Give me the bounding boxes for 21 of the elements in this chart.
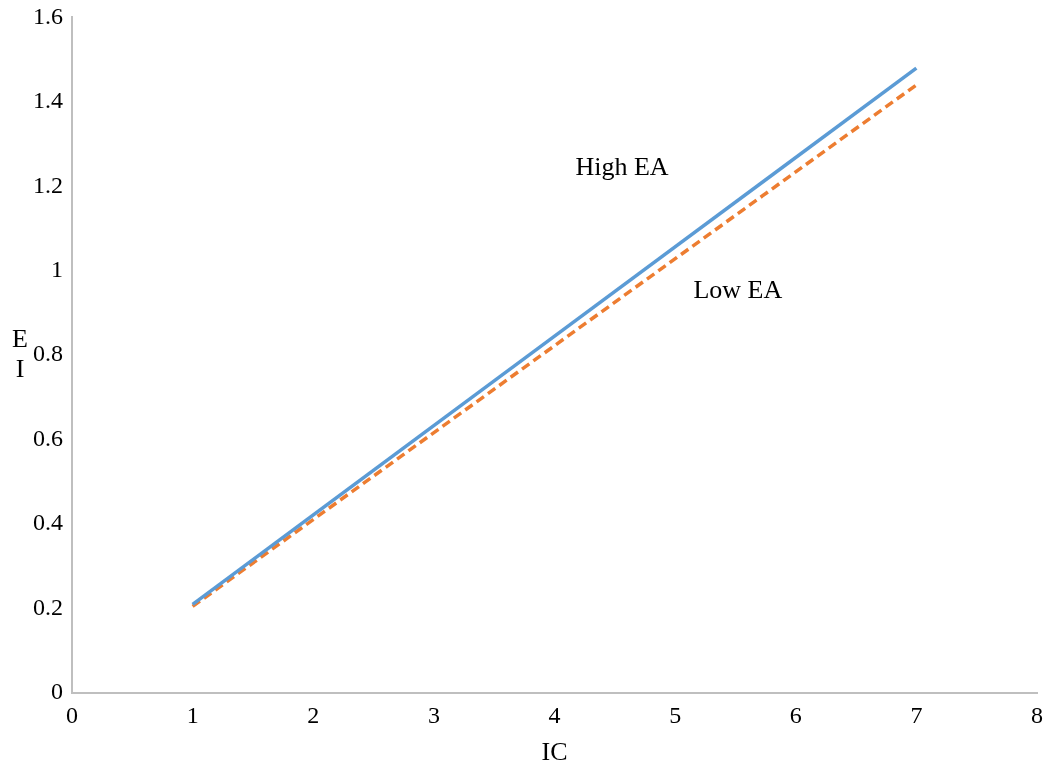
- y-tick-label: 0: [51, 678, 63, 705]
- x-tick-label: 3: [427, 701, 440, 728]
- x-tick-label: 7: [910, 701, 923, 728]
- x-tick-label: 2: [307, 701, 320, 728]
- series-label: Low EA: [693, 275, 783, 305]
- y-tick-label: 1: [51, 256, 63, 283]
- y-tick-label: 0.4: [33, 509, 63, 536]
- x-axis-title: IC: [541, 737, 568, 767]
- y-tick-label: 0.6: [33, 424, 63, 451]
- y-tick-label: 1.6: [33, 2, 63, 29]
- y-tick-label: 0.8: [33, 340, 63, 367]
- x-tick-label: 5: [669, 701, 682, 728]
- x-tick-label: 8: [1031, 701, 1043, 728]
- y-tick-label: 1.2: [33, 171, 63, 198]
- y-axis-title: EI: [12, 324, 28, 384]
- text: High EA: [575, 151, 669, 181]
- x-tick-label: 1: [186, 701, 199, 728]
- y-tick-label: 1.4: [33, 87, 63, 114]
- x-tick-label: 4: [548, 701, 561, 728]
- x-tick-label: 6: [789, 701, 802, 728]
- y-tick-label: 0.2: [33, 593, 63, 620]
